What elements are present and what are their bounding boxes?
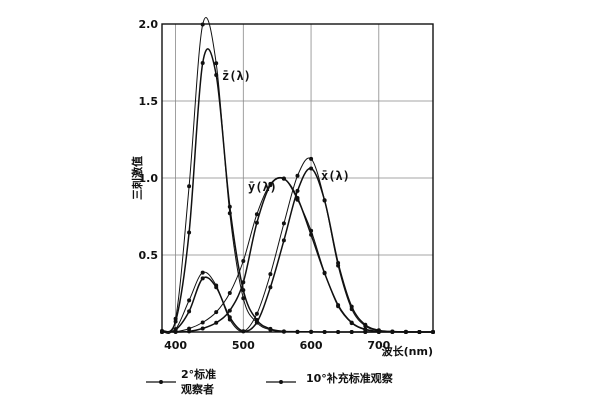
data-point-10deg-z <box>241 259 246 263</box>
data-point-2deg-z <box>187 230 192 235</box>
curves <box>160 16 435 335</box>
data-point-10deg-z <box>431 330 435 334</box>
data-point-10deg-z <box>268 181 273 186</box>
series-line-2deg-x <box>161 167 433 333</box>
data-point-2deg-x <box>281 238 286 243</box>
x-tick-label: 500 <box>232 339 255 352</box>
data-point-10deg-x <box>322 198 327 203</box>
data-point-2deg-x <box>200 276 205 281</box>
curve-label-x: x̄(λ) <box>321 169 350 183</box>
data-point-10deg-z <box>214 61 219 66</box>
data-point-10deg-z <box>390 330 395 334</box>
data-point-10deg-z <box>376 330 381 334</box>
data-point-2deg-x <box>268 285 273 290</box>
data-point-10deg-x <box>336 263 341 268</box>
data-point-10deg-x <box>295 173 300 178</box>
legend-entry-2deg: 2°标准 观察者 <box>146 367 216 396</box>
y-tick-label: 0.5 <box>139 249 159 262</box>
data-point-10deg-z <box>227 211 232 216</box>
data-point-10deg-x <box>268 272 273 277</box>
data-point-10deg-z <box>322 330 327 334</box>
data-point-2deg-z <box>187 329 192 334</box>
y-tick-label: 1.5 <box>139 95 159 108</box>
data-point-10deg-x <box>187 298 192 303</box>
data-point-10deg-z <box>254 320 259 325</box>
data-point-2deg-z <box>227 204 232 209</box>
x-tick-label: 700 <box>367 339 390 352</box>
data-point-10deg-x <box>227 317 232 322</box>
y-tick-label: 2.0 <box>139 18 159 31</box>
data-point-10deg-z <box>227 291 232 295</box>
data-point-2deg-x <box>187 309 192 314</box>
data-point-10deg-x <box>254 311 259 316</box>
curve-label-y: ȳ(λ) <box>248 180 277 194</box>
series-line-10deg-x <box>161 157 433 333</box>
data-point-10deg-z <box>254 212 259 217</box>
legend-label-2deg-line2: 观察者 <box>181 382 214 396</box>
data-point-10deg-z <box>187 326 192 331</box>
data-point-10deg-z <box>281 329 286 334</box>
data-point-10deg-x <box>281 221 286 226</box>
data-point-2deg-z <box>241 288 246 293</box>
legend-marker-10deg <box>279 380 283 384</box>
data-point-10deg-z <box>268 327 273 332</box>
data-point-10deg-z <box>363 330 368 334</box>
x-tick-label: 400 <box>164 339 187 352</box>
data-point-10deg-z <box>403 330 408 334</box>
data-point-10deg-z <box>200 320 205 325</box>
data-point-2deg-z <box>200 326 205 331</box>
data-point-10deg-z <box>173 316 178 321</box>
data-point-10deg-z <box>160 329 164 334</box>
data-point-10deg-z <box>349 330 354 334</box>
data-point-10deg-z <box>200 22 205 27</box>
data-point-2deg-z <box>200 61 205 65</box>
data-point-10deg-z <box>173 329 178 334</box>
data-point-10deg-z <box>322 270 327 275</box>
data-point-10deg-x <box>349 307 354 312</box>
data-point-2deg-z <box>214 320 219 325</box>
curve-label-z: z̄(λ) <box>222 69 251 83</box>
data-point-10deg-z <box>187 184 192 189</box>
legend: 2°标准 观察者 10°补充标准观察 <box>146 367 394 396</box>
legend-label-10deg: 10°补充标准观察 <box>306 371 394 385</box>
data-point-10deg-x <box>309 156 314 161</box>
data-point-2deg-z <box>227 308 232 313</box>
data-point-2deg-z <box>254 220 259 225</box>
data-point-10deg-z <box>214 310 219 315</box>
data-point-10deg-z <box>281 176 286 181</box>
data-point-10deg-z <box>309 228 314 233</box>
data-point-10deg-x <box>241 329 246 334</box>
y-tick-label: 1.0 <box>139 172 159 185</box>
x-tick-label: 600 <box>300 339 323 352</box>
data-point-10deg-z <box>295 197 300 202</box>
data-point-10deg-z <box>295 330 300 334</box>
data-point-10deg-z <box>349 321 354 326</box>
data-point-10deg-x <box>200 270 205 275</box>
legend-marker-2deg <box>159 380 163 384</box>
x-axis-label: 波长(nm) <box>382 344 433 358</box>
y-axis-label: 三刺激值 <box>130 156 144 200</box>
data-point-10deg-z <box>336 304 341 309</box>
data-point-10deg-z <box>417 330 422 334</box>
data-point-10deg-z <box>336 330 341 334</box>
data-point-2deg-x <box>295 188 300 193</box>
data-point-10deg-z <box>241 296 246 301</box>
tick-labels: 400 500 600 700 0.5 1.0 1.5 2.0 <box>139 18 391 352</box>
legend-entry-10deg: 10°补充标准观察 <box>266 371 394 385</box>
data-point-10deg-x <box>214 283 219 288</box>
legend-label-2deg-line1: 2°标准 <box>181 367 216 381</box>
data-point-10deg-x <box>363 324 368 328</box>
data-point-2deg-x <box>309 166 314 171</box>
data-point-10deg-z <box>309 330 314 334</box>
grid <box>162 23 433 332</box>
